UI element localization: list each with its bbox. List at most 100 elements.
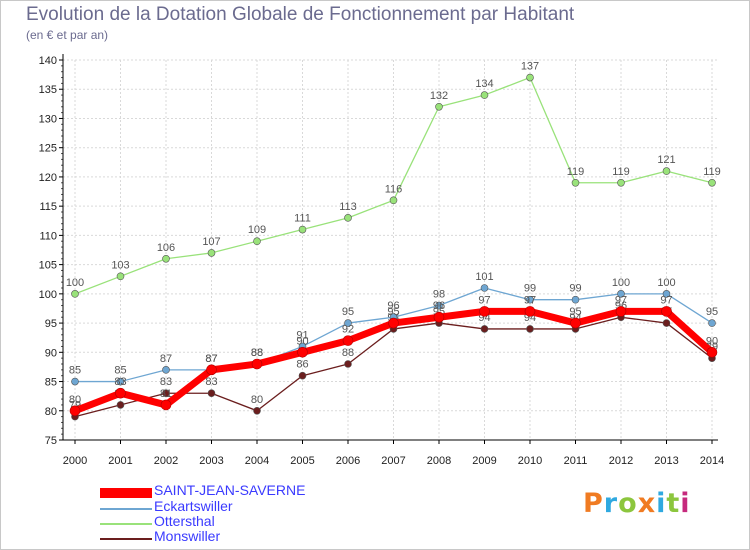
data-point-monswiller bbox=[162, 389, 170, 398]
data-label-ottersthal: 137 bbox=[521, 61, 539, 73]
x-tick-label: 2011 bbox=[564, 455, 588, 467]
data-point-monswiller bbox=[298, 371, 307, 380]
data-label-ottersthal: 109 bbox=[248, 224, 266, 236]
logo-letter: i bbox=[680, 488, 691, 519]
x-tick-label: 2009 bbox=[472, 455, 496, 467]
data-label-eckartswiller: 96 bbox=[387, 300, 399, 312]
data-label-ottersthal: 119 bbox=[703, 166, 721, 178]
data-label-ottersthal: 134 bbox=[475, 78, 493, 90]
x-tick-label: 2012 bbox=[609, 455, 633, 467]
data-point-monswiller bbox=[253, 406, 261, 415]
data-point-saint-jean-saverne bbox=[570, 317, 581, 329]
data-point-monswiller bbox=[480, 325, 489, 333]
x-tick-label: 2014 bbox=[700, 455, 724, 467]
x-tick-label: 2001 bbox=[108, 455, 132, 467]
data-point-saint-jean-saverne bbox=[479, 306, 490, 317]
logo-letter: t bbox=[666, 488, 681, 519]
data-point-ottersthal bbox=[435, 102, 443, 111]
x-tick-label: 2007 bbox=[381, 455, 405, 467]
y-tick-label: 135 bbox=[39, 84, 57, 96]
y-tick-label: 100 bbox=[39, 289, 57, 301]
logo-letter: r bbox=[603, 488, 619, 519]
data-label-eckartswiller: 99 bbox=[569, 283, 581, 295]
data-label-saint-jean-saverne: 90 bbox=[296, 335, 308, 347]
data-label-ottersthal: 116 bbox=[385, 183, 403, 195]
data-point-saint-jean-saverne bbox=[251, 358, 263, 370]
legend-swatch bbox=[100, 538, 152, 540]
data-label-monswiller: 83 bbox=[160, 376, 172, 388]
y-tick-label: 110 bbox=[39, 230, 57, 242]
data-label-ottersthal: 132 bbox=[430, 90, 448, 102]
data-point-ottersthal bbox=[389, 196, 398, 205]
data-point-eckartswiller bbox=[480, 284, 489, 292]
x-tick-label: 2008 bbox=[427, 455, 451, 467]
data-point-ottersthal bbox=[207, 249, 216, 257]
data-point-eckartswiller bbox=[116, 377, 125, 386]
data-point-eckartswiller bbox=[435, 301, 443, 310]
data-label-eckartswiller: 99 bbox=[524, 283, 536, 295]
y-tick-label: 130 bbox=[39, 113, 57, 125]
logo-letter: i bbox=[656, 488, 667, 519]
data-point-saint-jean-saverne bbox=[115, 387, 126, 399]
data-label-saint-jean-saverne: 88 bbox=[251, 347, 263, 359]
y-tick-label: 125 bbox=[39, 143, 57, 155]
data-label-monswiller: 88 bbox=[342, 347, 354, 359]
data-point-eckartswiller bbox=[662, 290, 671, 298]
proxiti-logo: Proxiti bbox=[583, 488, 691, 519]
x-tick-label: 2002 bbox=[154, 455, 178, 467]
x-tick-label: 2004 bbox=[245, 455, 269, 467]
data-label-ottersthal: 100 bbox=[66, 277, 84, 289]
data-label-saint-jean-saverne: 90 bbox=[706, 335, 718, 347]
data-point-eckartswiller bbox=[617, 290, 625, 298]
data-point-monswiller bbox=[207, 389, 216, 398]
data-label-ottersthal: 113 bbox=[339, 201, 357, 213]
data-label-eckartswiller: 91 bbox=[296, 329, 308, 341]
data-label-saint-jean-saverne: 95 bbox=[569, 306, 581, 318]
data-point-eckartswiller bbox=[526, 295, 534, 304]
data-label-saint-jean-saverne: 92 bbox=[342, 324, 354, 336]
data-label-ottersthal: 103 bbox=[111, 259, 129, 271]
legend-swatch bbox=[100, 508, 152, 510]
data-label-eckartswiller: 88 bbox=[251, 347, 263, 359]
data-label-saint-jean-saverne: 81 bbox=[160, 388, 172, 400]
y-tick-label: 120 bbox=[39, 172, 57, 184]
data-label-ottersthal: 119 bbox=[612, 166, 630, 178]
legend-label: Eckartswiller bbox=[154, 498, 233, 514]
data-label-saint-jean-saverne: 97 bbox=[660, 294, 672, 306]
data-point-monswiller bbox=[662, 319, 671, 327]
y-tick-label: 75 bbox=[45, 435, 57, 447]
data-label-eckartswiller: 101 bbox=[475, 271, 493, 283]
data-label-saint-jean-saverne: 87 bbox=[205, 353, 217, 365]
data-label-monswiller: 80 bbox=[251, 394, 263, 406]
data-label-ottersthal: 106 bbox=[157, 242, 175, 254]
data-label-ottersthal: 111 bbox=[294, 213, 311, 225]
data-label-monswiller: 83 bbox=[205, 376, 217, 388]
legend-label: SAINT-JEAN-SAVERNE bbox=[154, 482, 306, 498]
data-point-saint-jean-saverne bbox=[342, 335, 354, 346]
data-point-saint-jean-saverne bbox=[297, 347, 308, 358]
data-point-saint-jean-saverne bbox=[524, 306, 536, 317]
plot-area bbox=[63, 60, 718, 440]
data-label-eckartswiller: 87 bbox=[205, 353, 217, 365]
data-label-eckartswiller: 98 bbox=[433, 289, 445, 301]
legend-label: Ottersthal bbox=[154, 513, 215, 529]
data-point-saint-jean-saverne bbox=[69, 405, 81, 417]
data-point-ottersthal bbox=[162, 254, 170, 263]
data-label-saint-jean-saverne: 83 bbox=[114, 376, 126, 388]
data-label-eckartswiller: 85 bbox=[114, 365, 126, 377]
data-label-eckartswiller: 100 bbox=[612, 277, 630, 289]
data-label-saint-jean-saverne: 97 bbox=[524, 294, 536, 306]
data-label-eckartswiller: 95 bbox=[706, 306, 718, 318]
data-point-saint-jean-saverne bbox=[160, 399, 172, 411]
data-point-monswiller bbox=[526, 325, 534, 333]
data-point-saint-jean-saverne bbox=[388, 317, 399, 329]
data-point-ottersthal bbox=[344, 214, 352, 222]
y-tick-label: 80 bbox=[45, 406, 57, 418]
data-point-eckartswiller bbox=[162, 366, 170, 374]
data-point-saint-jean-saverne bbox=[661, 306, 672, 317]
y-tick-label: 90 bbox=[45, 347, 57, 359]
data-label-saint-jean-saverne: 80 bbox=[69, 394, 81, 406]
data-label-saint-jean-saverne: 95 bbox=[387, 306, 399, 318]
data-point-ottersthal bbox=[708, 178, 716, 187]
